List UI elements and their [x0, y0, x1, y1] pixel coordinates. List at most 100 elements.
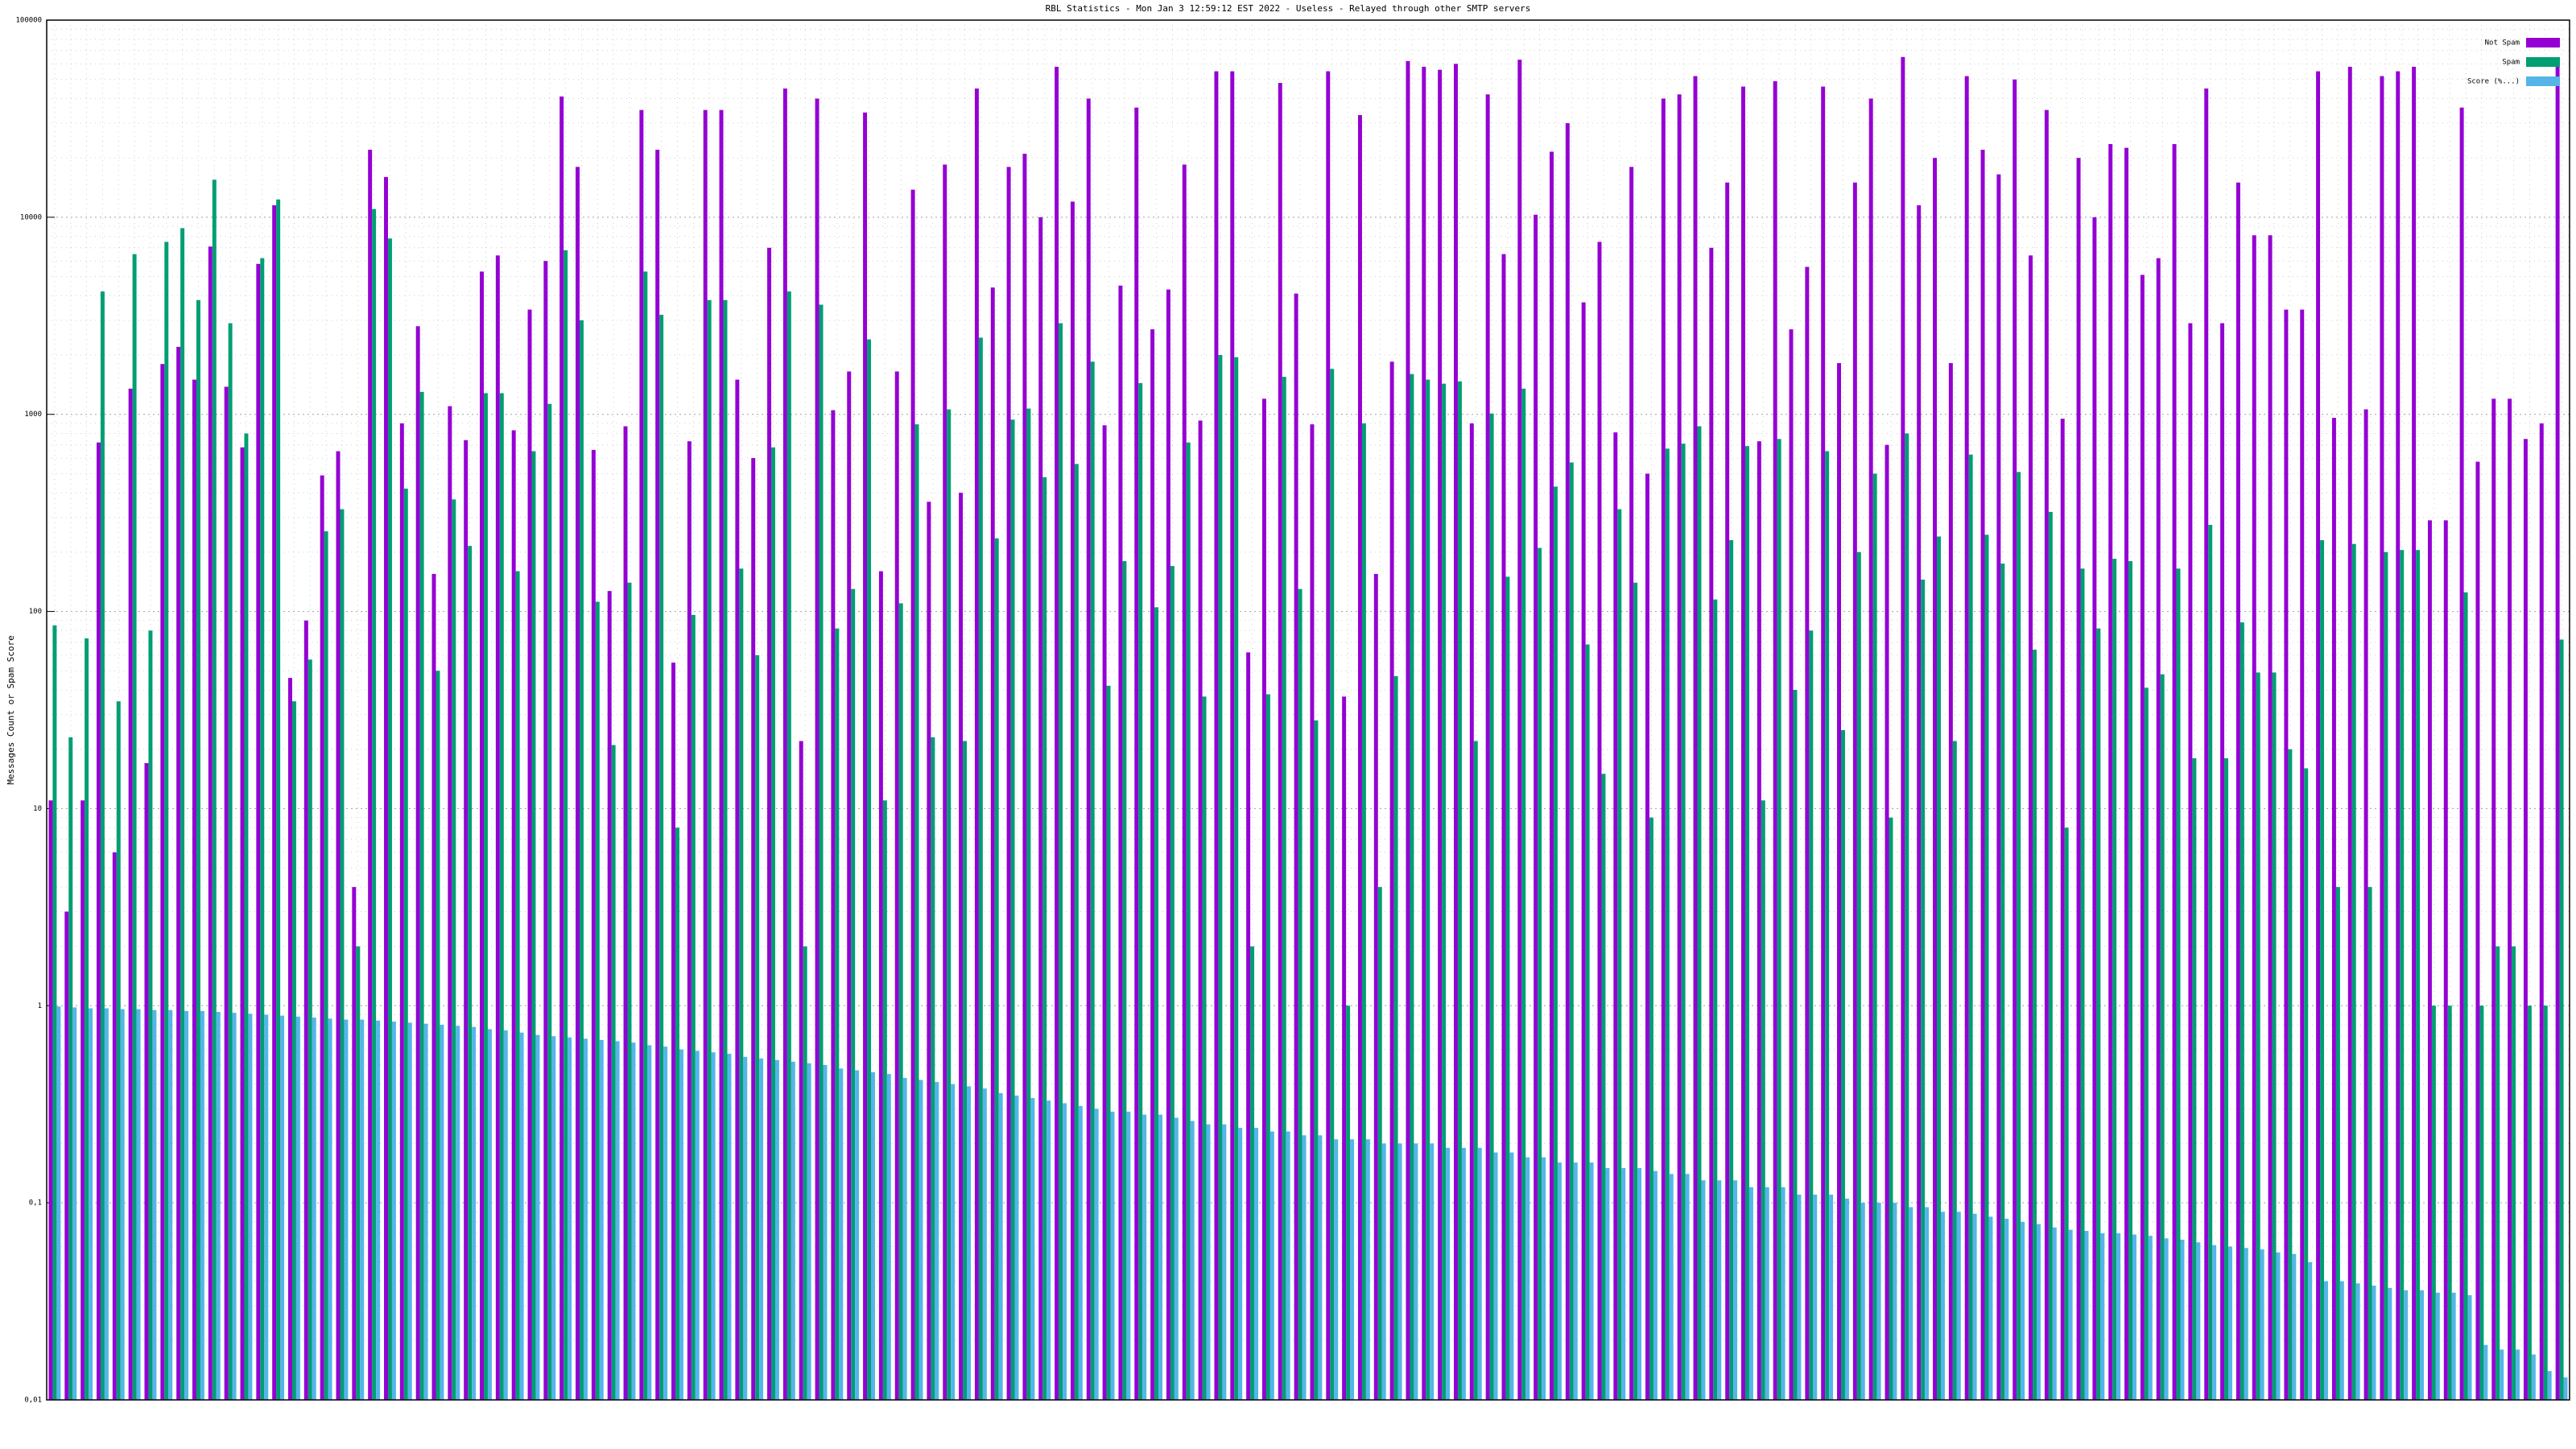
bar: [372, 208, 377, 1400]
bar: [2033, 650, 2037, 1400]
bar: [1377, 886, 1382, 1400]
bar: [1725, 182, 1730, 1400]
bar: [1261, 398, 1266, 1401]
bar: [1613, 432, 1618, 1401]
bar: [295, 1016, 300, 1400]
bar: [1581, 302, 1586, 1400]
bar: [886, 1074, 891, 1400]
bar: [1757, 441, 1761, 1400]
bar: [564, 250, 568, 1400]
bar: [1713, 599, 1718, 1400]
bar: [711, 1052, 716, 1400]
bar: [2252, 235, 2256, 1400]
bar: [2192, 758, 2197, 1400]
bar: [1813, 1195, 1818, 1400]
bar: [1126, 1111, 1131, 1400]
bar: [376, 1020, 381, 1400]
bar: [2092, 217, 2097, 1400]
bar: [1860, 1203, 1865, 1400]
bar: [148, 630, 153, 1400]
bar: [2176, 568, 2181, 1401]
bar: [2156, 258, 2161, 1400]
bar: [1789, 329, 1794, 1400]
bar: [176, 346, 181, 1401]
bar: [898, 603, 903, 1400]
bar: [919, 1080, 923, 1400]
bar: [240, 447, 245, 1401]
bar: [967, 1086, 971, 1400]
bar: [2331, 418, 2336, 1400]
bar: [320, 475, 324, 1400]
bar: [2308, 1261, 2313, 1400]
bar: [1637, 1168, 1642, 1400]
bar: [2140, 275, 2145, 1400]
bar: [2500, 1349, 2504, 1400]
bar: [2044, 109, 2049, 1401]
bar: [1685, 1174, 1690, 1400]
bar: [1717, 1180, 1722, 1400]
legend-swatch: [2526, 76, 2560, 86]
bar: [2224, 758, 2229, 1400]
bar: [643, 271, 648, 1401]
bar: [807, 1063, 811, 1400]
bar: [1090, 361, 1095, 1400]
bar: [2463, 592, 2468, 1400]
bar: [1821, 86, 1826, 1400]
bar: [2240, 622, 2244, 1400]
bar: [2272, 672, 2277, 1400]
bar: [2363, 409, 2368, 1401]
bar: [196, 299, 200, 1400]
bar: [1701, 1180, 1706, 1400]
bar: [1621, 1168, 1626, 1400]
bar: [1569, 462, 1574, 1401]
bar: [136, 1009, 141, 1400]
bar: [871, 1071, 875, 1400]
bar: [1988, 1216, 1993, 1400]
bar: [2304, 768, 2309, 1400]
bar: [799, 741, 803, 1400]
bar: [1246, 652, 1251, 1400]
bar: [96, 442, 101, 1400]
bar: [531, 451, 536, 1400]
bar: [232, 1013, 237, 1400]
bar: [1218, 355, 1223, 1401]
bar: [519, 1032, 524, 1400]
bar: [1070, 201, 1075, 1401]
bar: [1872, 473, 1877, 1401]
bar: [767, 247, 772, 1400]
bar: [1825, 451, 1830, 1400]
bar: [1298, 588, 1302, 1400]
bar: [611, 745, 616, 1400]
bar: [978, 337, 983, 1400]
bar: [144, 763, 149, 1400]
bar: [2068, 1229, 2073, 1400]
bar: [743, 1056, 748, 1400]
bar: [399, 423, 404, 1400]
bar: [2324, 1281, 2328, 1400]
bar: [607, 591, 612, 1400]
bar: [2228, 1246, 2232, 1400]
bar: [1250, 946, 1255, 1400]
bar: [2516, 1349, 2520, 1400]
bar: [774, 1059, 779, 1400]
bar: [212, 180, 217, 1401]
bar: [515, 571, 520, 1400]
bar: [1010, 419, 1015, 1400]
bar: [1984, 535, 1989, 1401]
bar: [2235, 182, 2240, 1400]
bar: [180, 228, 185, 1401]
y-tick-label: 1: [38, 1002, 42, 1010]
bar: [200, 1010, 204, 1400]
bar: [1538, 547, 1542, 1400]
bar: [2527, 1005, 2532, 1400]
bar: [260, 258, 265, 1400]
bar: [1154, 607, 1159, 1400]
bar: [1844, 1198, 1849, 1400]
bar: [56, 1006, 61, 1400]
bar: [423, 1023, 428, 1400]
bar: [487, 1029, 492, 1400]
bar: [2539, 423, 2544, 1400]
bar: [419, 391, 424, 1400]
bar: [336, 451, 341, 1400]
bar: [2396, 71, 2401, 1400]
